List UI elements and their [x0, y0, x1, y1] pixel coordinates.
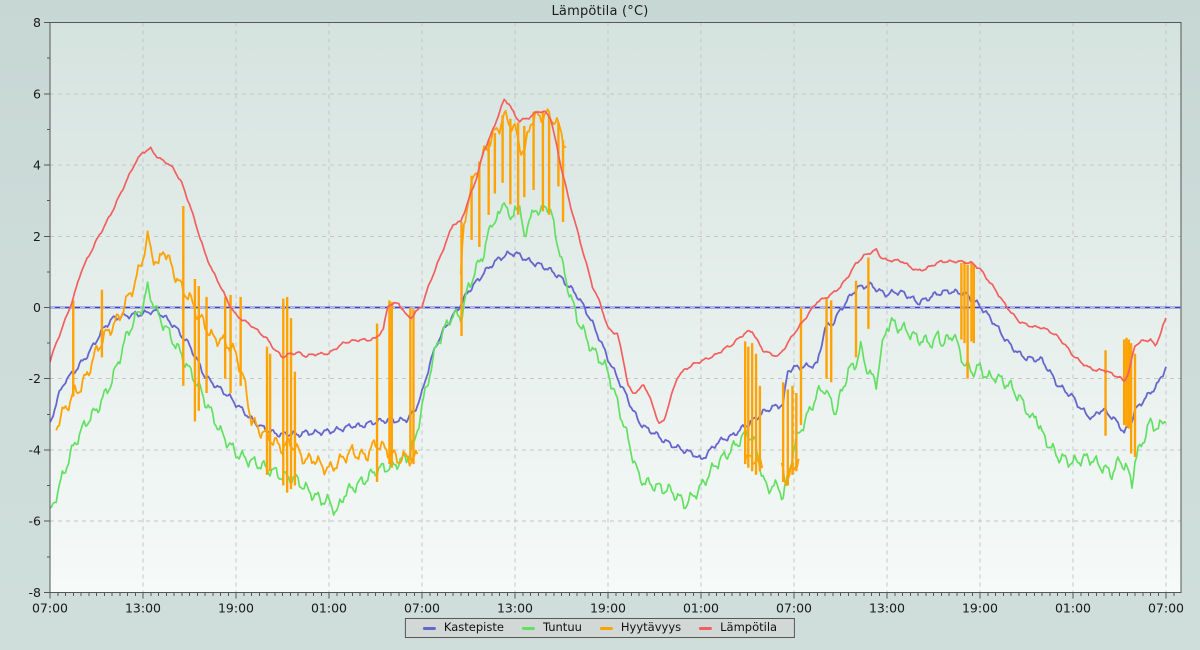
- y-tick-label: -2: [29, 371, 41, 386]
- legend-item-tuntuu: Tuntuu: [521, 620, 582, 635]
- y-tick-label: 0: [33, 300, 41, 315]
- x-tick-label: 07:00: [32, 600, 68, 615]
- chart-title: Lämpötila (°C): [551, 4, 649, 19]
- series-hyytavyys-line: [55, 108, 1137, 493]
- x-tick-label: 13:00: [125, 600, 161, 615]
- series-kastepiste-line: [50, 250, 1167, 460]
- series-hyytavyys-spikes: [72, 111, 1137, 493]
- legend-item-lampotila: Lämpötila: [699, 622, 777, 634]
- kastepiste-line-swatch-icon: [422, 626, 436, 630]
- y-tick-label: 8: [33, 15, 41, 30]
- axis-labels: -8 -6 -4 -2 0 2 4 6 8 07:00 13:00 19:00 01:00 07:00 13…: [29, 15, 1185, 615]
- series-lampotila-line: [50, 98, 1167, 425]
- hyytavyys-line-swatch-icon: [599, 626, 613, 630]
- x-tick-label: 07:00: [404, 600, 440, 615]
- x-tick-label: 01:00: [311, 600, 347, 615]
- x-tick-label: 07:00: [776, 600, 812, 615]
- legend-label: Lämpötila: [720, 620, 778, 635]
- x-tick-label: 19:00: [218, 600, 254, 615]
- tuntuu-line-swatch-icon: [521, 626, 535, 630]
- legend-label: Hyytävyys: [620, 620, 682, 635]
- legend-box: Kastepiste Tuntuu Hyytävyys Lämpötila: [404, 618, 796, 638]
- x-tick-label: 13:00: [869, 600, 905, 615]
- plot-frame: [49, 22, 1182, 593]
- y-tick-label: 4: [33, 158, 41, 173]
- y-tick-label: 6: [33, 86, 41, 101]
- legend-item-hyytavyys: Hyytävyys: [599, 620, 682, 635]
- x-tick-label: 07:00: [1148, 600, 1184, 615]
- x-tick-label: 01:00: [683, 600, 719, 615]
- y-tick-label: -6: [29, 514, 42, 529]
- x-tick-label: 19:00: [962, 600, 998, 615]
- x-tick-label: 13:00: [497, 600, 533, 615]
- legend-label: Tuntuu: [542, 620, 582, 635]
- y-tick-label: -4: [29, 442, 42, 457]
- x-tick-label: 19:00: [590, 600, 626, 615]
- y-tick-label: -8: [29, 585, 42, 600]
- lampotila-line-swatch-icon: [699, 626, 713, 630]
- series-tuntuu-line: [50, 202, 1167, 516]
- y-tick-label: 2: [33, 229, 41, 244]
- legend-item-kastepiste: Kastepiste: [422, 620, 504, 635]
- legend-label: Kastepiste: [443, 620, 504, 635]
- x-tick-label: 01:00: [1055, 600, 1091, 615]
